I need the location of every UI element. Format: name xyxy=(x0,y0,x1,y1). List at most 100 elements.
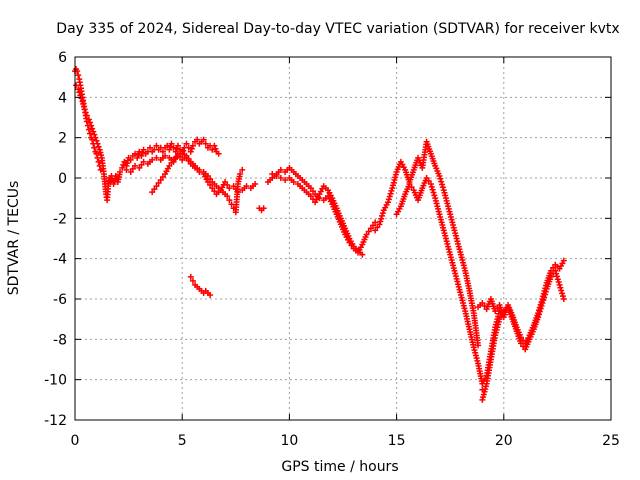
data-point xyxy=(134,154,141,161)
data-point xyxy=(541,291,548,298)
data-point xyxy=(94,140,101,147)
data-point xyxy=(536,308,543,315)
data-point xyxy=(159,148,166,155)
data-point xyxy=(132,150,139,157)
data-point xyxy=(185,144,192,151)
data-point xyxy=(138,152,145,159)
data-point xyxy=(139,149,146,156)
x-tick-label: 10 xyxy=(280,433,298,449)
data-point xyxy=(554,276,561,283)
data-point xyxy=(387,190,394,197)
y-tick-label: -6 xyxy=(53,292,67,308)
data-point xyxy=(119,164,126,171)
data-series xyxy=(110,136,222,188)
data-point xyxy=(209,185,216,192)
y-tick-label: 6 xyxy=(58,50,67,66)
data-point xyxy=(117,168,124,175)
data-point xyxy=(430,189,437,196)
y-tick-label: -4 xyxy=(53,252,67,268)
data-point xyxy=(194,136,201,143)
y-tick-label: 4 xyxy=(58,90,67,106)
data-point xyxy=(151,186,158,193)
data-point xyxy=(539,300,546,307)
data-point xyxy=(388,187,395,194)
data-point xyxy=(147,144,154,151)
y-axis-label: SDTVAR / TECUs xyxy=(6,181,22,296)
data-point xyxy=(363,231,370,238)
data-point xyxy=(200,136,207,143)
data-point xyxy=(149,156,156,163)
data-point xyxy=(437,175,444,182)
data-point xyxy=(173,145,180,152)
data-point xyxy=(541,294,548,301)
data-point xyxy=(204,172,211,179)
data-point xyxy=(183,140,190,147)
data-point xyxy=(427,181,434,188)
data-point xyxy=(92,134,99,141)
data-point xyxy=(153,183,160,190)
data-point xyxy=(552,267,559,274)
data-series xyxy=(149,148,267,216)
data-point xyxy=(376,221,383,228)
data-series xyxy=(372,138,486,393)
data-point xyxy=(547,273,554,280)
data-point xyxy=(82,109,89,116)
data-point xyxy=(185,157,192,164)
data-point xyxy=(309,188,316,195)
data-point xyxy=(378,215,385,222)
data-point xyxy=(307,185,314,192)
data-point xyxy=(127,156,134,163)
data-series xyxy=(269,170,366,258)
data-point xyxy=(207,182,214,189)
data-point xyxy=(75,86,82,93)
data-point xyxy=(290,179,297,186)
data-point xyxy=(76,89,83,96)
data-point xyxy=(168,140,175,147)
y-tick-label: -2 xyxy=(53,211,67,227)
data-point xyxy=(252,181,259,188)
y-tick-label: 2 xyxy=(58,131,67,147)
data-point xyxy=(555,279,562,286)
data-point xyxy=(189,277,196,284)
data-point xyxy=(239,166,246,173)
data-point xyxy=(431,192,438,199)
data-point xyxy=(212,145,219,152)
x-axis-label: GPS time / hours xyxy=(281,459,398,475)
data-point xyxy=(120,161,127,168)
data-point xyxy=(166,162,173,169)
data-point xyxy=(379,210,386,217)
data-point xyxy=(538,302,545,309)
chart-title: Day 335 of 2024, Sidereal Day-to-day VTE… xyxy=(56,21,619,37)
data-point xyxy=(167,143,174,150)
data-point xyxy=(153,142,160,149)
data-point xyxy=(159,173,166,180)
data-point xyxy=(93,150,100,157)
data-point xyxy=(168,159,175,166)
data-point xyxy=(535,311,542,318)
data-point xyxy=(140,158,147,165)
data-point xyxy=(149,189,156,196)
data-point xyxy=(365,228,372,235)
data-point xyxy=(517,340,524,347)
data-point xyxy=(237,170,244,177)
data-point xyxy=(202,140,209,147)
data-point xyxy=(181,151,188,158)
data-point xyxy=(207,291,214,298)
data-point xyxy=(222,179,229,186)
data-point xyxy=(559,293,566,300)
data-point xyxy=(85,116,92,123)
data-series xyxy=(187,273,214,298)
data-point xyxy=(492,308,499,315)
data-point xyxy=(89,125,96,132)
data-point xyxy=(91,144,98,151)
data-point xyxy=(91,131,98,138)
data-point xyxy=(179,148,186,155)
data-point xyxy=(425,178,432,185)
data-point xyxy=(180,147,187,154)
data-point xyxy=(542,288,549,295)
data-point xyxy=(90,128,97,135)
data-point xyxy=(277,166,284,173)
data-point xyxy=(224,182,231,189)
data-point xyxy=(436,172,443,179)
data-point xyxy=(385,199,392,206)
